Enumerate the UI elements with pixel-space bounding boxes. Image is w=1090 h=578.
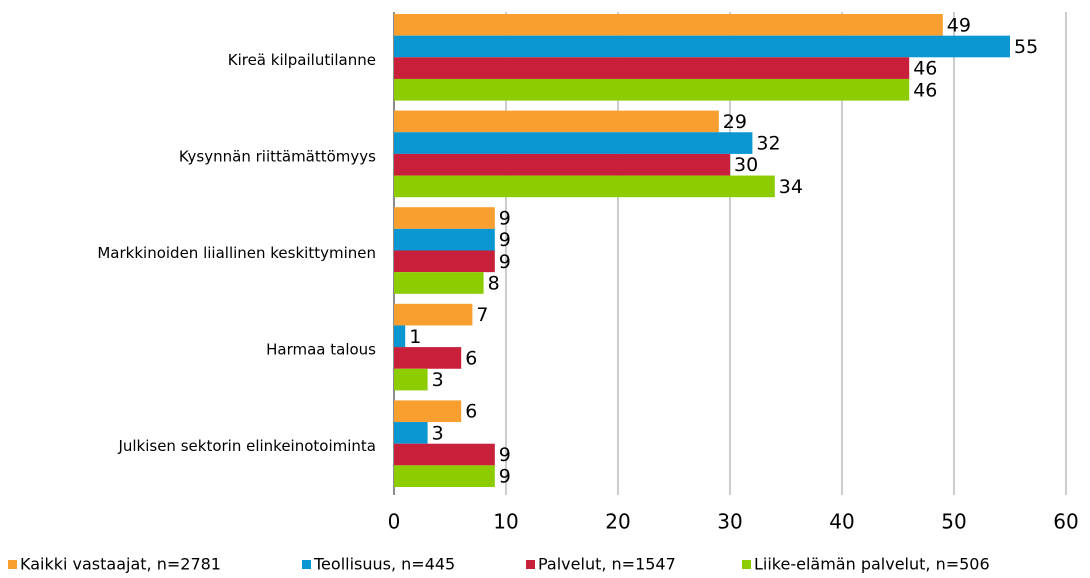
value-label: 49	[947, 14, 971, 36]
legend-label: Teollisuus, n=445	[313, 555, 455, 574]
x-tick-label: 50	[941, 510, 966, 534]
legend-swatch	[302, 560, 311, 569]
value-label: 9	[499, 251, 511, 273]
value-label: 1	[409, 326, 421, 348]
value-label: 3	[432, 422, 444, 444]
legend-swatch	[526, 560, 535, 569]
value-label: 8	[488, 272, 500, 294]
bar	[394, 443, 495, 466]
bar	[394, 14, 943, 36]
bar	[394, 132, 753, 154]
value-label: 34	[779, 176, 803, 198]
category-label: Markkinoiden liiallinen keskittyminen	[97, 244, 376, 262]
x-tick-label: 60	[1053, 510, 1078, 534]
bar	[394, 175, 775, 198]
category-label: Harmaa talous	[266, 341, 376, 359]
bar	[394, 57, 910, 79]
category-label: Kireä kilpailutilanne	[228, 51, 376, 69]
bar	[394, 465, 495, 487]
bar	[394, 207, 495, 229]
bar	[394, 400, 462, 423]
value-label: 9	[499, 444, 511, 466]
value-label: 29	[723, 111, 747, 133]
bar	[394, 368, 428, 391]
value-label: 9	[499, 208, 511, 230]
value-label: 32	[756, 133, 780, 155]
legend-swatch	[8, 560, 17, 569]
legend-swatch	[742, 560, 751, 569]
legend-label: Liike-elämän palvelut, n=506	[754, 555, 990, 574]
x-tick-label: 40	[829, 510, 854, 534]
x-tick-label: 30	[717, 510, 742, 534]
bar	[394, 250, 495, 273]
bar	[394, 272, 484, 294]
bar	[394, 228, 495, 251]
value-label: 46	[913, 79, 937, 101]
bar	[394, 153, 730, 176]
x-tick-label: 0	[388, 510, 401, 534]
value-label: 9	[499, 229, 511, 251]
legend-label: Palvelut, n=1547	[538, 555, 676, 574]
x-tick-label: 10	[493, 510, 518, 534]
bar	[394, 110, 719, 133]
value-label: 9	[499, 466, 511, 488]
value-label: 7	[476, 304, 488, 326]
category-label: Kysynnän riittämättömyys	[179, 147, 376, 165]
bar	[394, 347, 462, 369]
value-label: 3	[432, 369, 444, 391]
bar	[394, 303, 473, 326]
legend-label: Kaikki vastaajat, n=2781	[20, 555, 221, 574]
value-label: 46	[913, 58, 937, 80]
bar	[394, 422, 428, 444]
bar	[394, 35, 1010, 58]
x-tick-label: 20	[605, 510, 630, 534]
value-label: 6	[465, 347, 477, 369]
category-label: Julkisen sektorin elinkeinotoiminta	[117, 437, 376, 455]
bar	[394, 325, 406, 348]
value-label: 55	[1014, 36, 1038, 58]
value-label: 30	[734, 154, 758, 176]
bar	[394, 78, 910, 101]
value-label: 6	[465, 401, 477, 423]
